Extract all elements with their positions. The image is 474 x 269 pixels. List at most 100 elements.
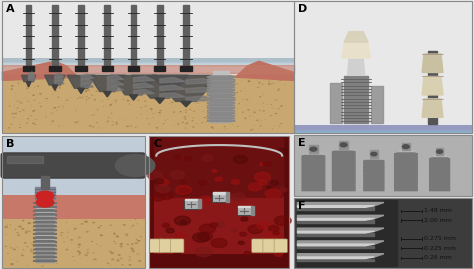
Polygon shape	[55, 80, 64, 85]
Polygon shape	[366, 175, 382, 176]
Circle shape	[266, 186, 273, 190]
Circle shape	[192, 117, 194, 118]
Polygon shape	[207, 107, 235, 108]
Circle shape	[25, 97, 26, 98]
Polygon shape	[301, 172, 325, 173]
Circle shape	[201, 122, 203, 123]
Circle shape	[32, 244, 36, 246]
Circle shape	[80, 258, 81, 259]
Polygon shape	[394, 169, 418, 171]
Polygon shape	[432, 184, 447, 185]
Circle shape	[91, 126, 94, 128]
Circle shape	[19, 101, 21, 102]
Polygon shape	[335, 187, 352, 188]
Circle shape	[203, 237, 210, 241]
Polygon shape	[432, 176, 447, 177]
Circle shape	[150, 193, 165, 201]
Circle shape	[189, 87, 191, 89]
Polygon shape	[81, 74, 94, 80]
Circle shape	[71, 80, 72, 81]
Polygon shape	[429, 178, 450, 179]
Polygon shape	[36, 224, 54, 225]
Polygon shape	[305, 156, 322, 157]
Polygon shape	[335, 189, 352, 190]
Circle shape	[100, 225, 102, 226]
Circle shape	[201, 88, 204, 89]
Polygon shape	[305, 179, 322, 180]
Polygon shape	[301, 165, 325, 166]
Bar	[2, 59, 294, 62]
Circle shape	[268, 83, 270, 84]
Bar	[2, 59, 294, 62]
Circle shape	[211, 238, 227, 247]
Circle shape	[164, 120, 166, 121]
Circle shape	[265, 189, 281, 198]
Circle shape	[34, 110, 36, 111]
Circle shape	[92, 252, 94, 254]
Circle shape	[18, 235, 20, 236]
Circle shape	[163, 223, 169, 227]
Bar	[294, 127, 472, 132]
Bar	[2, 59, 294, 63]
Polygon shape	[335, 150, 352, 151]
Polygon shape	[397, 187, 414, 188]
Circle shape	[27, 118, 29, 119]
Polygon shape	[366, 179, 382, 180]
Polygon shape	[301, 155, 325, 157]
Circle shape	[87, 89, 89, 91]
Polygon shape	[422, 99, 443, 117]
Circle shape	[227, 101, 230, 102]
Circle shape	[227, 194, 237, 200]
Circle shape	[259, 125, 262, 126]
Polygon shape	[335, 153, 352, 154]
Circle shape	[137, 240, 139, 242]
Polygon shape	[432, 163, 447, 164]
Circle shape	[5, 246, 7, 247]
Circle shape	[259, 96, 261, 97]
Circle shape	[180, 82, 182, 84]
Bar	[294, 198, 472, 268]
Polygon shape	[107, 75, 124, 81]
Polygon shape	[394, 160, 418, 161]
Circle shape	[25, 231, 28, 232]
Polygon shape	[432, 160, 447, 161]
Polygon shape	[332, 158, 356, 159]
Polygon shape	[332, 181, 356, 182]
Circle shape	[136, 239, 138, 240]
Circle shape	[134, 242, 137, 244]
Circle shape	[233, 84, 234, 85]
Circle shape	[128, 256, 131, 257]
Circle shape	[214, 86, 216, 87]
Polygon shape	[301, 181, 325, 182]
Circle shape	[41, 266, 44, 267]
Circle shape	[247, 109, 250, 111]
Circle shape	[171, 102, 173, 103]
Circle shape	[278, 148, 289, 155]
Polygon shape	[67, 75, 95, 88]
Polygon shape	[301, 188, 325, 189]
Polygon shape	[399, 150, 413, 152]
Circle shape	[30, 250, 33, 252]
Bar	[294, 129, 472, 133]
Circle shape	[56, 80, 57, 81]
Circle shape	[110, 93, 111, 94]
Text: 2.00 mm: 2.00 mm	[424, 218, 452, 223]
Circle shape	[224, 115, 225, 116]
Polygon shape	[305, 177, 322, 178]
Polygon shape	[366, 159, 382, 160]
Circle shape	[190, 109, 191, 110]
Circle shape	[155, 127, 158, 129]
Circle shape	[98, 227, 100, 228]
Polygon shape	[394, 183, 418, 184]
Circle shape	[225, 100, 227, 102]
Circle shape	[193, 80, 195, 81]
Circle shape	[123, 99, 124, 100]
Circle shape	[179, 88, 180, 89]
Polygon shape	[33, 206, 57, 207]
Circle shape	[43, 241, 46, 243]
Bar	[294, 127, 472, 131]
Polygon shape	[432, 174, 447, 175]
Polygon shape	[394, 161, 418, 162]
Circle shape	[145, 105, 147, 107]
Circle shape	[26, 88, 28, 89]
